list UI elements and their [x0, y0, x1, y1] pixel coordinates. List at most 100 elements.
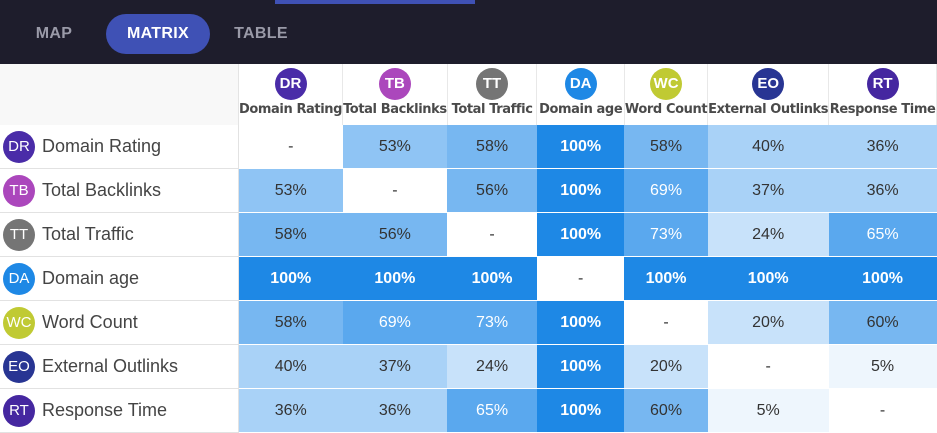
matrix-cell[interactable]: 36%: [238, 388, 343, 433]
matrix-cell[interactable]: 58%: [624, 125, 708, 169]
matrix-row: WC Word Count 58% 69% 73% 100% -20% 60%: [0, 300, 937, 345]
tab-table[interactable]: TABLE: [234, 25, 288, 42]
column-header-label: Total Backlinks: [343, 102, 447, 117]
row-header-tt[interactable]: TT Total Traffic: [0, 212, 239, 257]
matrix-cell[interactable]: 100%: [828, 256, 937, 301]
view-switcher-bar: MAP MATRIX TABLE: [0, 0, 937, 64]
matrix-cell[interactable]: 100%: [536, 168, 625, 213]
matrix-cell[interactable]: 20%: [624, 344, 708, 389]
matrix-cell[interactable]: 69%: [624, 168, 708, 213]
matrix-cell[interactable]: 100%: [536, 344, 625, 389]
matrix-row: DA Domain age 100% 100% 100% -100% 100% 100%: [0, 256, 937, 301]
matrix-cell[interactable]: 73%: [447, 300, 537, 345]
matrix-cell[interactable]: -: [624, 300, 708, 345]
column-header-dr[interactable]: DR Domain Rating: [238, 64, 344, 125]
active-section-indicator: [275, 0, 475, 4]
metric-avatar: WC: [3, 306, 35, 339]
matrix-cell[interactable]: -: [238, 125, 343, 169]
row-header-wc[interactable]: WC Word Count: [0, 300, 239, 345]
row-header-label: Response Time: [42, 400, 168, 420]
row-header-rt[interactable]: RT Response Time: [0, 388, 239, 433]
matrix-cell[interactable]: 37%: [342, 344, 448, 389]
matrix-header-row: DR Domain Rating TB Total Backlinks TT Total …: [0, 64, 937, 125]
row-header-da[interactable]: DA Domain age: [0, 256, 239, 301]
matrix-cell[interactable]: 100%: [238, 256, 343, 301]
column-header-da[interactable]: DA Domain age: [536, 64, 625, 125]
matrix-cell[interactable]: -: [828, 388, 937, 433]
metric-avatar: DR: [274, 68, 307, 100]
matrix-cell[interactable]: 24%: [447, 344, 537, 389]
matrix-cell[interactable]: -: [707, 344, 829, 389]
row-header-label: External Outlinks: [42, 356, 179, 376]
matrix-cell[interactable]: 40%: [707, 125, 829, 169]
matrix-cell[interactable]: 100%: [707, 256, 829, 301]
matrix-cell[interactable]: 73%: [624, 212, 708, 257]
column-header-label: Domain age: [539, 102, 623, 117]
row-header-eo[interactable]: EO External Outlinks: [0, 344, 239, 389]
matrix-cell[interactable]: 56%: [447, 168, 537, 213]
matrix-row: EO External Outlinks 40% 37% 24% 100% 20% -5%: [0, 344, 937, 389]
metric-avatar: EO: [3, 350, 35, 383]
matrix-cell[interactable]: 100%: [624, 256, 708, 301]
matrix-cell[interactable]: 65%: [828, 212, 937, 257]
column-header-label: External Outlinks: [708, 102, 829, 117]
matrix-cell[interactable]: 100%: [342, 256, 448, 301]
correlation-matrix: DR Domain Rating TB Total Backlinks TT Total …: [0, 64, 937, 433]
matrix-row: RT Response Time 36% 36% 65% 100% 60% 5% -: [0, 388, 937, 433]
matrix-cell[interactable]: 65%: [447, 388, 537, 433]
matrix-cell[interactable]: 53%: [342, 125, 448, 169]
column-header-wc[interactable]: WC Word Count: [624, 64, 709, 125]
row-header-dr[interactable]: DR Domain Rating: [0, 125, 239, 169]
matrix-cell[interactable]: 58%: [238, 212, 343, 257]
column-header-label: Domain Rating: [238, 102, 343, 117]
matrix-cell[interactable]: 20%: [707, 300, 829, 345]
matrix-cell[interactable]: 40%: [238, 344, 343, 389]
column-header-eo[interactable]: EO External Outlinks: [707, 64, 830, 125]
matrix-cell[interactable]: 56%: [342, 212, 448, 257]
matrix-cell[interactable]: 69%: [342, 300, 448, 345]
matrix-cell[interactable]: 58%: [447, 125, 537, 169]
tab-map[interactable]: MAP: [35, 25, 73, 42]
metric-avatar: DR: [3, 130, 35, 163]
column-header-label: Word Count: [624, 102, 708, 117]
metric-avatar: TT: [3, 218, 35, 251]
column-header-tt[interactable]: TT Total Traffic: [447, 64, 538, 125]
matrix-cell[interactable]: 5%: [828, 344, 937, 389]
column-header-tb[interactable]: TB Total Backlinks: [342, 64, 448, 125]
matrix-cell[interactable]: 60%: [828, 300, 937, 345]
matrix-row: TB Total Backlinks 53% -56% 100% 69% 37% 36%: [0, 168, 937, 213]
matrix-cell[interactable]: 36%: [342, 388, 448, 433]
column-header-label: Total Traffic: [451, 102, 533, 117]
column-header-rt[interactable]: RT Response Time: [828, 64, 937, 125]
matrix-cell[interactable]: 24%: [707, 212, 829, 257]
row-header-label: Domain Rating: [42, 136, 162, 156]
matrix-cell[interactable]: 5%: [707, 388, 829, 433]
metric-avatar: TB: [3, 174, 35, 207]
matrix-cell[interactable]: -: [447, 212, 537, 257]
metric-avatar: EO: [752, 68, 785, 100]
matrix-cell[interactable]: -: [342, 168, 448, 213]
metric-avatar: RT: [866, 68, 899, 100]
matrix-cell[interactable]: 60%: [624, 388, 708, 433]
matrix-cell[interactable]: 36%: [828, 168, 937, 213]
row-header-label: Domain age: [42, 268, 140, 288]
matrix-cell[interactable]: -: [536, 256, 625, 301]
tab-matrix[interactable]: MATRIX: [106, 14, 210, 54]
metric-avatar: RT: [3, 394, 35, 427]
matrix-cell[interactable]: 53%: [238, 168, 343, 213]
matrix-cell[interactable]: 58%: [238, 300, 343, 345]
row-header-label: Total Traffic: [42, 224, 134, 244]
matrix-cell[interactable]: 100%: [536, 300, 625, 345]
metric-avatar: DA: [564, 68, 597, 100]
matrix-row: TT Total Traffic 58% 56% -100% 73% 24% 65%: [0, 212, 937, 257]
row-header-tb[interactable]: TB Total Backlinks: [0, 168, 239, 213]
row-header-label: Total Backlinks: [42, 180, 162, 200]
matrix-cell[interactable]: 36%: [828, 125, 937, 169]
matrix-cell[interactable]: 100%: [536, 388, 625, 433]
matrix-row: DR Domain Rating -53% 58% 100% 58% 40% 36%: [0, 125, 937, 169]
matrix-cell[interactable]: 100%: [536, 125, 625, 169]
matrix-cell[interactable]: 100%: [536, 212, 625, 257]
matrix-cell[interactable]: 37%: [707, 168, 829, 213]
metric-avatar: DA: [3, 262, 35, 295]
matrix-cell[interactable]: 100%: [447, 256, 537, 301]
